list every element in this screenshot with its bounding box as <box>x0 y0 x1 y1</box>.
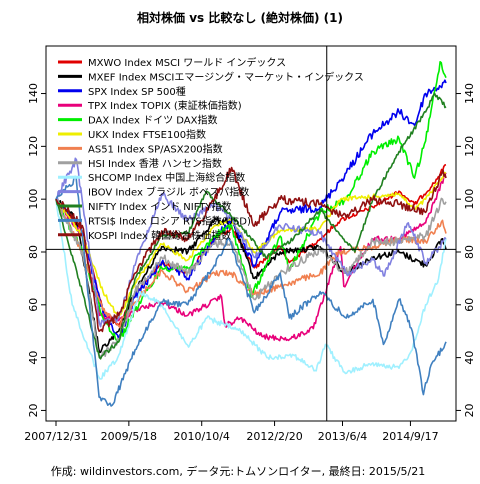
x-tick-label: 2014/9/17 <box>382 430 438 443</box>
legend-label: MXEF Index MSCIエマージング・マーケット・インデックス <box>88 70 364 83</box>
legend-label: TPX Index TOPIX (東証株価指数) <box>87 99 242 112</box>
y-tick-label-left: 20 <box>27 403 40 417</box>
y-tick-label-left: 140 <box>27 83 40 104</box>
legend-label: AS51 Index SP/ASX200指数 <box>88 142 223 155</box>
y-tick-label-right: 20 <box>463 403 476 417</box>
legend-label: MXWO Index MSCI ワールド インデックス <box>88 56 286 69</box>
legend-label: NIFTY Index インド NIFTY指数 <box>88 200 232 213</box>
crosshair <box>46 46 456 421</box>
x-axis: 2007/12/31 2009/5/18 2010/10/4 2012/2/20 201… <box>24 421 439 443</box>
series-line-13 <box>55 166 447 333</box>
y-tick-label-right: 60 <box>463 298 476 312</box>
y-tick-label-left: 80 <box>27 245 40 259</box>
y-tick-label-right: 100 <box>463 189 476 210</box>
y-tick-label-right: 40 <box>463 351 476 365</box>
y-axis-left: 20 40 60 80 100 120 140 <box>27 83 46 417</box>
y-tick-label-left: 100 <box>27 189 40 210</box>
series-line-9 <box>55 199 447 380</box>
legend-label: HSI Index 香港 ハンセン指数 <box>88 157 222 170</box>
legend-label: RTSI$ Index ロシア RTS指数(USD) <box>88 214 251 227</box>
legend-label: IBOV Index ブラジル ボベスパ指数 <box>88 186 249 199</box>
series-layer <box>55 60 447 407</box>
y-axis-right: 20 40 60 80 100 120 140 <box>456 83 476 417</box>
series-line-4 <box>55 172 447 342</box>
y-tick-label-right: 140 <box>463 83 476 104</box>
y-tick-label-right: 80 <box>463 245 476 259</box>
x-tick-label: 2012/2/20 <box>246 430 302 443</box>
y-tick-label-left: 60 <box>27 298 40 312</box>
plot-frame <box>45 45 457 422</box>
x-tick-label: 2009/5/18 <box>101 430 157 443</box>
y-tick-label-left: 40 <box>27 351 40 365</box>
chart-title: 相対株価 vs 比較なし (絶対株価) (1) <box>137 10 343 25</box>
legend-label: UKX Index FTSE100指数 <box>88 128 206 141</box>
x-tick-label: 2010/10/4 <box>174 430 230 443</box>
series-line-12 <box>55 175 447 407</box>
legend-label: DAX Index ドイツ DAX指数 <box>88 114 218 127</box>
x-tick-label: 2013/6/4 <box>318 430 367 443</box>
chart-footer: 作成: wildinvestors.com, データ元:トムソンロイター, 最終… <box>51 464 425 478</box>
legend-label: SPX Index SP 500種 <box>88 85 186 98</box>
y-tick-label-left: 120 <box>27 136 40 157</box>
series-line-11 <box>55 92 447 360</box>
x-tick-label: 2007/12/31 <box>24 430 87 443</box>
legend-label: KOSPI Index 韓国総合株価指数 <box>88 229 231 242</box>
y-tick-label-right: 120 <box>463 136 476 157</box>
legend-label: SHCOMP Index 中国上海総合指数 <box>88 171 245 184</box>
